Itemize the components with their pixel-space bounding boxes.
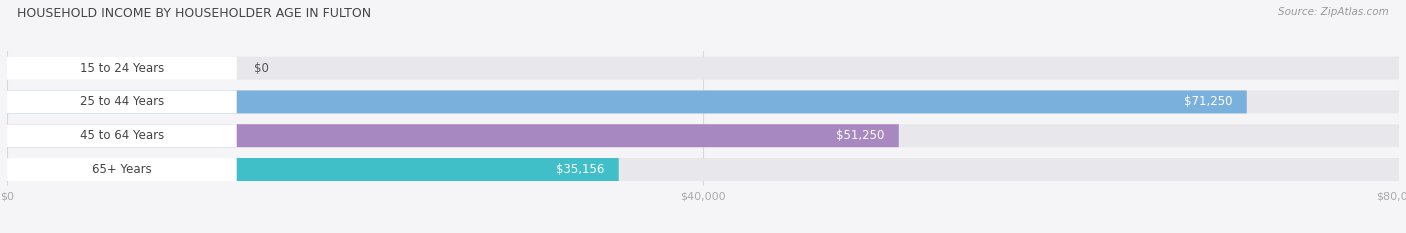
Text: Source: ZipAtlas.com: Source: ZipAtlas.com [1278,7,1389,17]
FancyBboxPatch shape [7,57,236,80]
FancyBboxPatch shape [7,124,236,147]
FancyBboxPatch shape [7,57,1399,80]
FancyBboxPatch shape [7,158,236,181]
Text: $51,250: $51,250 [837,129,884,142]
FancyBboxPatch shape [7,124,898,147]
Text: 45 to 64 Years: 45 to 64 Years [80,129,165,142]
Text: 25 to 44 Years: 25 to 44 Years [80,96,165,108]
Text: $0: $0 [254,62,269,75]
FancyBboxPatch shape [7,158,619,181]
FancyBboxPatch shape [7,158,1399,181]
FancyBboxPatch shape [7,124,1399,147]
FancyBboxPatch shape [7,90,1247,113]
Text: 65+ Years: 65+ Years [91,163,152,176]
Text: 15 to 24 Years: 15 to 24 Years [80,62,165,75]
Text: $71,250: $71,250 [1184,96,1233,108]
Text: $35,156: $35,156 [557,163,605,176]
Text: HOUSEHOLD INCOME BY HOUSEHOLDER AGE IN FULTON: HOUSEHOLD INCOME BY HOUSEHOLDER AGE IN F… [17,7,371,20]
FancyBboxPatch shape [7,90,236,113]
FancyBboxPatch shape [7,90,1399,113]
